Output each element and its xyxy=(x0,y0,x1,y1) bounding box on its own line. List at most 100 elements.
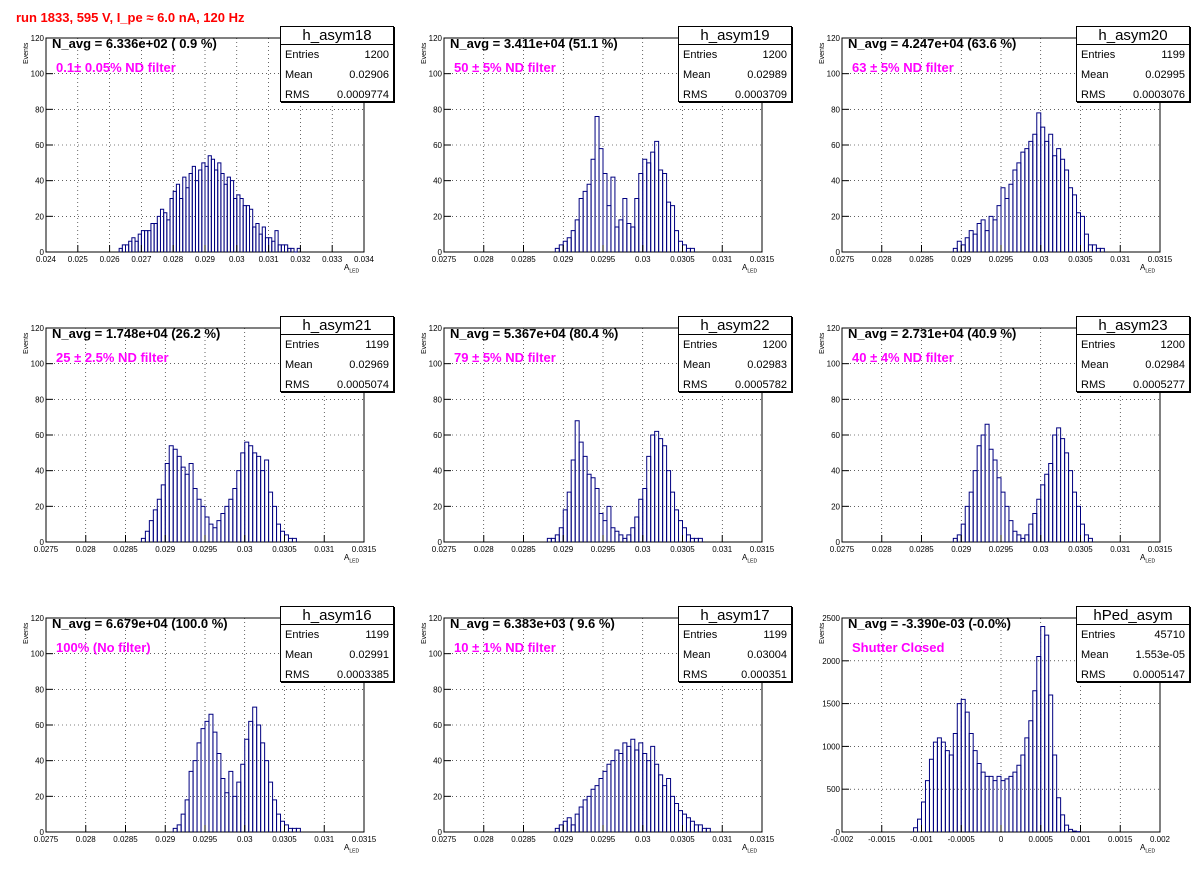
histogram-bin xyxy=(204,720,210,832)
histogram-bin xyxy=(212,527,218,542)
histogram-bin xyxy=(1048,463,1054,542)
y-tick-label: 120 xyxy=(827,324,841,333)
n-avg-annotation: N_avg = 5.367e+04 (80.4 %) xyxy=(450,326,619,341)
y-tick-label: 2000 xyxy=(822,657,840,666)
x-axis-label: ALED xyxy=(742,263,757,275)
histogram-bin xyxy=(562,509,568,542)
histogram-bin xyxy=(291,827,297,832)
histogram-bin xyxy=(1016,764,1022,832)
histogram-bin xyxy=(586,183,592,252)
x-tick-label: 0.031 xyxy=(1110,545,1131,554)
histogram-bin xyxy=(160,484,166,542)
x-tick-label: 0.0275 xyxy=(432,545,457,554)
histogram-bin xyxy=(1036,112,1042,252)
histogram-bin xyxy=(196,498,202,542)
histogram-bin xyxy=(1083,233,1089,252)
stat-entries-row: Entries 1199 xyxy=(1077,45,1189,65)
stat-entries-label: Entries xyxy=(683,629,718,641)
histogram-bin xyxy=(212,731,218,832)
y-tick-label: 80 xyxy=(433,105,442,114)
histogram-bin xyxy=(200,505,206,542)
y-tick-label: 2500 xyxy=(822,614,840,623)
stat-mean-label: Mean xyxy=(683,359,711,371)
y-tick-label: 0 xyxy=(438,248,443,257)
stat-entries-label: Entries xyxy=(285,339,320,351)
x-axis-label-sub: LED xyxy=(349,268,360,275)
y-tick-label: 20 xyxy=(35,792,44,801)
x-tick-label: 0.0285 xyxy=(909,545,934,554)
y-tick-label: 0 xyxy=(40,248,45,257)
stats-box: h_asym17 Entries 1199 Mean 0.03004 RMS 0.00035… xyxy=(678,606,792,682)
y-tick-label: 120 xyxy=(429,324,443,333)
histogram-bin xyxy=(570,230,576,252)
histogram-bin xyxy=(634,198,640,252)
histogram-bin xyxy=(276,813,282,832)
histogram-bin xyxy=(682,813,687,832)
stat-entries-label: Entries xyxy=(1081,339,1116,351)
histogram-bin xyxy=(956,534,962,542)
histogram-bin xyxy=(1044,140,1050,252)
histogram-bin xyxy=(272,799,278,832)
histogram-bin xyxy=(689,247,695,252)
histogram-bin xyxy=(610,176,616,252)
histogram-bin xyxy=(590,158,596,252)
histogram-bin xyxy=(172,448,178,542)
histogram-bin xyxy=(622,742,628,832)
histogram-bin xyxy=(1004,198,1010,252)
histogram-bin xyxy=(280,530,285,542)
histogram-bin xyxy=(630,527,636,542)
histogram-bin xyxy=(1060,158,1066,252)
histogram-bin xyxy=(582,799,588,832)
x-tick-label: 0.0285 xyxy=(511,835,536,844)
stats-box: h_asym20 Entries 1199 Mean 0.02995 RMS 0.00030… xyxy=(1076,26,1190,102)
stat-mean-row: Mean 0.02995 xyxy=(1077,65,1189,85)
histogram-bin xyxy=(1020,537,1026,542)
n-avg-annotation: N_avg = 6.336e+02 ( 0.9 %) xyxy=(52,36,217,51)
x-axis-label-sub: LED xyxy=(1145,848,1156,855)
histogram-bin xyxy=(670,205,676,252)
histogram-bin xyxy=(642,158,648,252)
histogram-bin xyxy=(184,799,190,832)
y-axis-label: Events xyxy=(421,622,428,644)
histogram-bin xyxy=(980,219,986,252)
histogram-bin xyxy=(940,741,946,832)
y-tick-label: 60 xyxy=(831,431,840,440)
histogram-bin xyxy=(148,520,154,542)
histogram-bin xyxy=(1016,534,1022,542)
x-tick-label: 0.031 xyxy=(259,255,280,264)
stat-rms-label: RMS xyxy=(683,379,708,391)
histogram-bin xyxy=(578,806,584,832)
y-tick-label: 0 xyxy=(836,538,841,547)
stat-entries-row: Entries 1200 xyxy=(679,335,791,355)
histogram-bin xyxy=(598,778,604,832)
histogram-bin xyxy=(968,491,974,542)
histogram-bin xyxy=(256,455,262,542)
histogram-bin xyxy=(554,827,560,832)
filter-annotation: 79 ± 5% ND filter xyxy=(454,350,556,365)
histogram-bin xyxy=(268,491,274,542)
x-tick-label: 0.0295 xyxy=(193,835,218,844)
x-tick-label: 0.002 xyxy=(1150,835,1171,844)
stat-mean-value: 0.03004 xyxy=(747,649,787,661)
y-tick-label: 500 xyxy=(827,785,841,794)
histogram-bin xyxy=(220,512,226,542)
histogram-bin xyxy=(674,509,680,542)
x-tick-label: 0.029 xyxy=(951,545,972,554)
x-tick-label: 0.029 xyxy=(195,255,216,264)
histogram-bin xyxy=(1060,814,1066,832)
histogram-bin xyxy=(1099,247,1105,252)
x-tick-label: 0.0275 xyxy=(830,255,855,264)
histogram-bin xyxy=(1040,126,1046,252)
x-tick-label: 0.03 xyxy=(1033,545,1049,554)
histogram-bin xyxy=(984,775,990,832)
y-tick-label: 100 xyxy=(827,70,841,79)
y-axis-label: Events xyxy=(23,42,30,64)
histogram-bin xyxy=(1024,148,1030,252)
x-axis-label-main: A xyxy=(742,843,748,852)
stat-rms-label: RMS xyxy=(285,89,310,101)
x-tick-label: 0.031 xyxy=(314,545,335,554)
histogram-bin xyxy=(586,795,592,832)
histogram-name: h_asym16 xyxy=(281,607,393,625)
histogram-bin xyxy=(224,505,230,542)
histogram-panel: 0.024 0.025 0.026 0.027 0.028 0.029 0.03 0.031 0… xyxy=(16,0,414,290)
